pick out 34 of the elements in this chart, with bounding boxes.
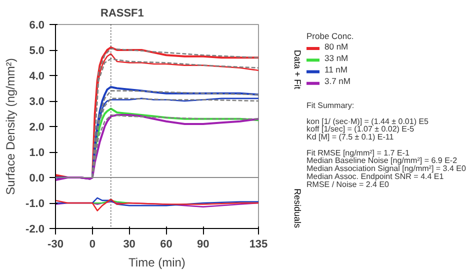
text: Kd [M] = (7.5 ± 0.1) E-11	[306, 132, 394, 142]
legend-label: 11 nM	[324, 64, 348, 74]
y-tick-label: -1.0	[26, 198, 45, 210]
x-tick-label: 135	[249, 238, 268, 250]
y-tick-label: 3.0	[29, 96, 45, 108]
text: Median Association Signal [ng/mm²] = 3.4 E0	[306, 164, 466, 173]
text: kon [1/ (sec·M)] = (1.44 ± 0.01) E5	[306, 116, 430, 126]
legend-label: 3.7 nM	[324, 76, 350, 86]
y-axis-title: Surface Density (ng/mm²)	[4, 58, 18, 195]
text: Fit RMSE [ng/mm²] = 1.7 E-1	[306, 148, 410, 158]
legend-label: 33 nM	[324, 52, 348, 63]
x-tick-label: -30	[48, 238, 64, 250]
y-tick-label: 2.0	[29, 122, 45, 134]
y-tick-label: 6.0	[29, 20, 45, 32]
x-tick-label: 60	[160, 238, 172, 250]
y-tick-label: 5.0	[29, 45, 45, 57]
x-axis-title: Time (min)	[128, 256, 186, 270]
y-tick-label: -2.0	[26, 224, 45, 236]
text: koff [1/sec] = (1.07 ± 0.02) E-5	[306, 124, 415, 134]
x-tick-label: 30	[123, 238, 136, 250]
text: Median Baseline Noise [ng/mm²] = 6.9 E-2	[306, 156, 458, 166]
chart-title: RASSF1	[100, 8, 144, 20]
legend-label: 80 nM	[324, 41, 348, 52]
legend-title: Probe Conc.	[306, 30, 354, 41]
y-tick-label: 0.0	[29, 172, 45, 184]
text: Fit Summary:	[306, 101, 354, 110]
text: Residuals	[292, 188, 302, 229]
text: Median Assoc. Endpoint SNR = 4.4 E1	[306, 172, 444, 181]
text: Data + Fit	[292, 50, 302, 90]
text: RMSE / Noise = 2.4 E0	[306, 180, 390, 189]
x-tick-label: 90	[197, 238, 210, 250]
x-tick-label: 0	[89, 238, 96, 250]
y-tick-label: 1.0	[29, 147, 45, 159]
y-tick-label: 4.0	[29, 70, 45, 82]
